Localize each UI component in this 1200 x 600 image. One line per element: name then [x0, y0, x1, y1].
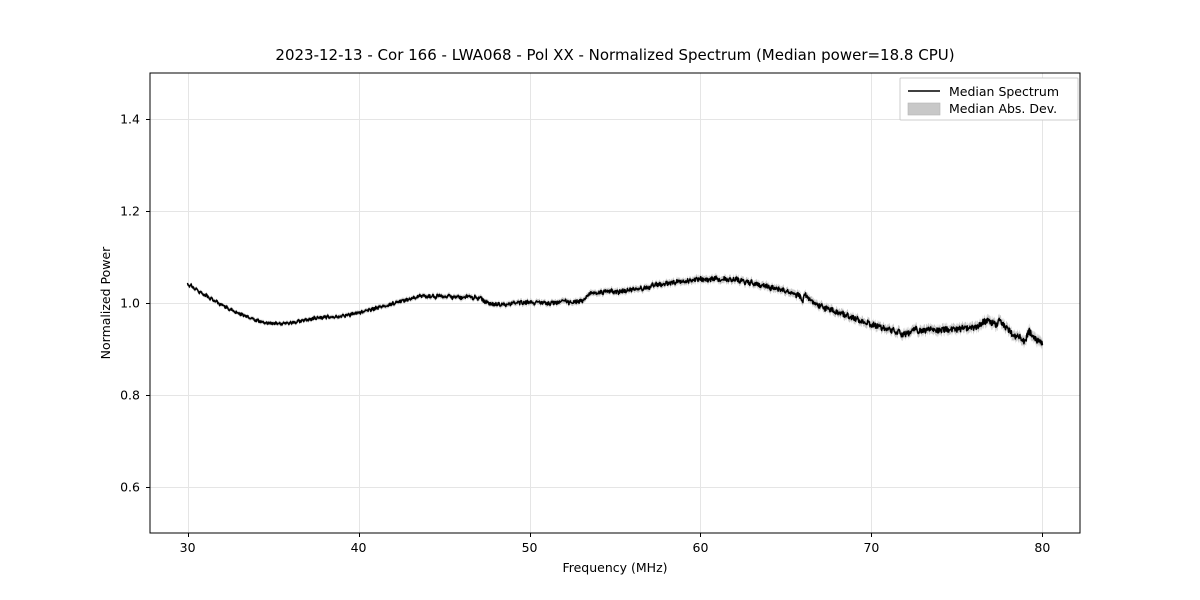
legend-label-median-spectrum: Median Spectrum	[949, 84, 1059, 99]
x-tick-label: 80	[1034, 540, 1050, 555]
x-tick-label: 60	[693, 540, 709, 555]
x-axis-label: Frequency (MHz)	[562, 560, 667, 575]
y-axis-label: Normalized Power	[98, 246, 113, 360]
x-tick-label: 50	[522, 540, 538, 555]
y-tick-label: 1.4	[120, 112, 140, 127]
chart-legend[interactable]: Median Spectrum Median Abs. Dev.	[899, 77, 1079, 121]
x-axis-tick-labels: 30 40 50 60 70 80	[180, 540, 1051, 555]
y-tick-label: 0.6	[120, 480, 140, 495]
chart-title: 2023-12-13 - Cor 166 - LWA068 - Pol XX -…	[275, 46, 954, 64]
median-spectrum-path	[186, 275, 1044, 346]
legend-label-median-abs-dev: Median Abs. Dev.	[949, 101, 1057, 116]
plot-border	[149, 72, 1081, 534]
mad-band-area	[187, 272, 1043, 350]
x-tick-label: 40	[351, 540, 367, 555]
x-tick-label: 30	[180, 540, 196, 555]
mad-band-path	[187, 272, 1043, 350]
y-tick-label: 0.8	[120, 388, 140, 403]
x-tick-label: 70	[863, 540, 879, 555]
legend-swatch-mad-band	[907, 102, 941, 116]
legend-background	[899, 77, 1079, 121]
y-tick-label: 1.0	[120, 296, 140, 311]
y-tick-label: 1.2	[120, 204, 140, 219]
y-axis-tick-labels: 0.6 0.8 1.0 1.2 1.4	[120, 112, 140, 495]
median-spectrum-line	[186, 275, 1044, 346]
